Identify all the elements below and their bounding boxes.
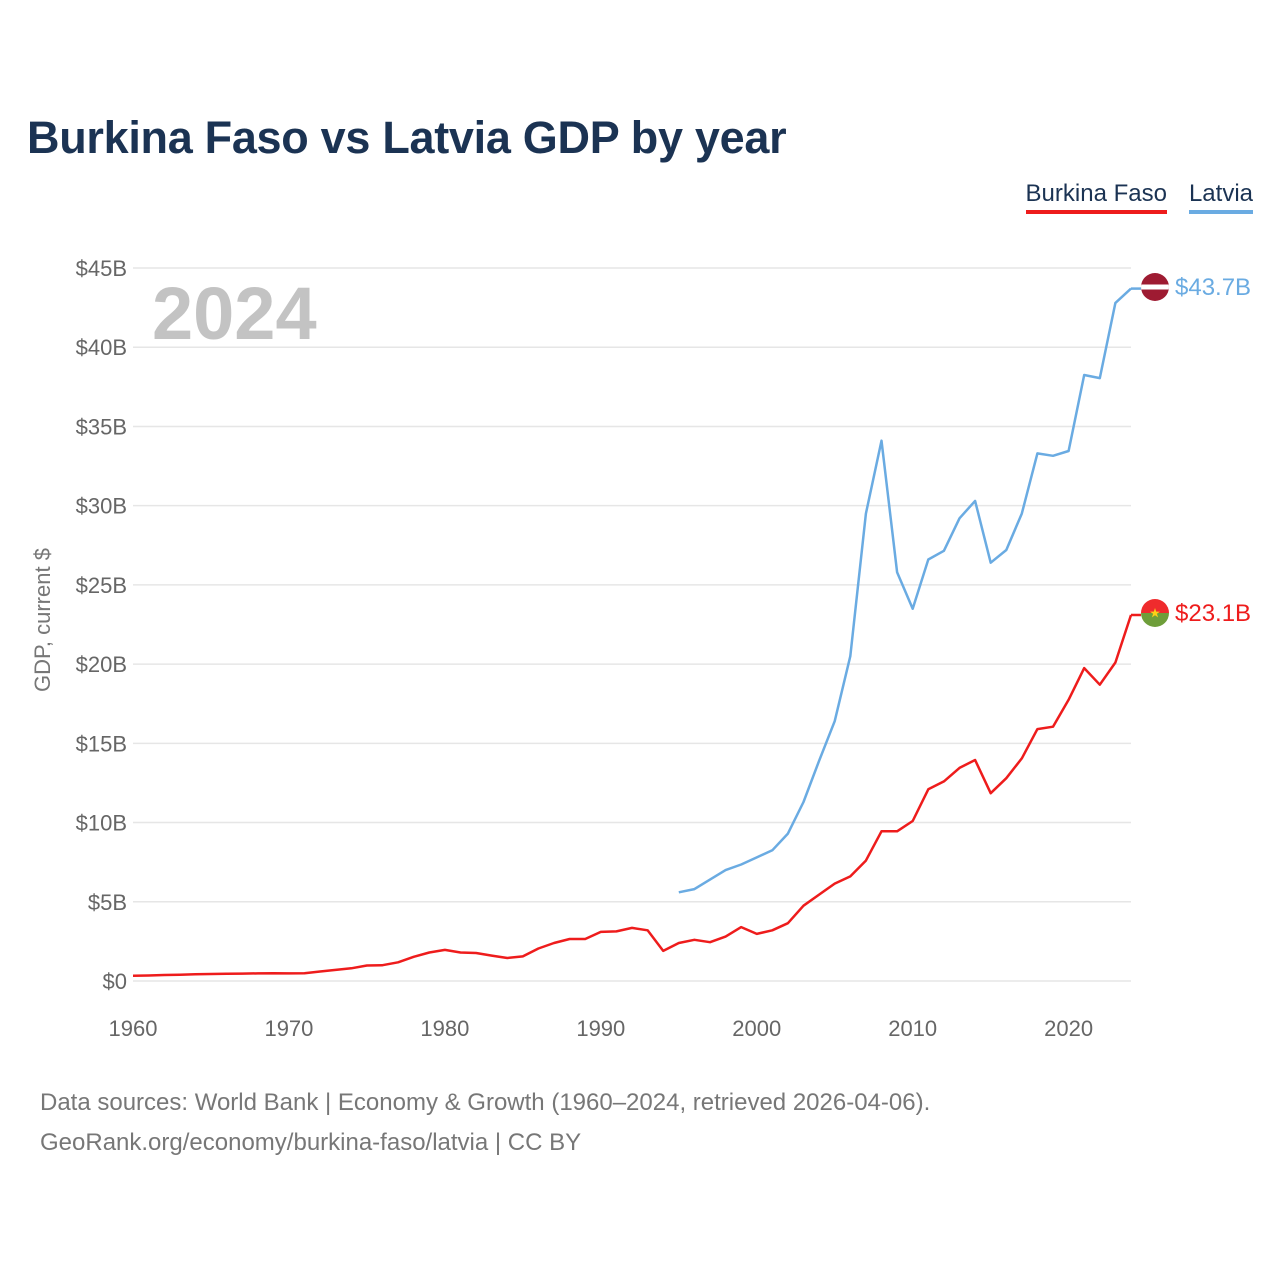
latvia-end-label: $43.7B (1175, 274, 1251, 301)
x-axis: 1960 1970 1980 1990 2000 2010 2020 (109, 1016, 1094, 1041)
y-axis: $0 $5B $10B $15B $20B $25B $30B $35B $40B $45B (76, 256, 127, 994)
y-tick-label: $0 (103, 969, 127, 994)
grid-lines (133, 267, 1131, 982)
source-line-1: Data sources: World Bank | Economy & Gro… (40, 1089, 931, 1116)
y-tick-label: $35B (76, 414, 127, 439)
x-tick-label: 1970 (264, 1016, 313, 1041)
y-tick-label: $15B (76, 731, 127, 756)
latvia-flag-icon (1141, 273, 1169, 301)
y-axis-label: GDP, current $ (30, 548, 55, 692)
x-tick-label: 1960 (109, 1016, 158, 1041)
x-tick-label: 2020 (1044, 1016, 1093, 1041)
y-tick-label: $40B (76, 335, 127, 360)
gdp-line-chart: $0 $5B $10B $15B $20B $25B $30B $35B $40B $45B 19… (30, 256, 1251, 1041)
x-tick-label: 2000 (732, 1016, 781, 1041)
series-group (132, 287, 1141, 978)
page-title: Burkina Faso vs Latvia GDP by year (27, 112, 787, 163)
x-tick-label: 2010 (888, 1016, 937, 1041)
y-tick-label: $10B (76, 811, 127, 836)
y-tick-label: $25B (76, 573, 127, 598)
legend-item-latvia[interactable]: Latvia (1188, 180, 1253, 214)
source-note: Data sources: World Bank | Economy & Gro… (40, 1083, 930, 1163)
year-label: 2024 (152, 272, 317, 355)
series-line-latvia (678, 287, 1132, 894)
y-tick-label: $5B (88, 890, 127, 915)
x-tick-label: 1980 (420, 1016, 469, 1041)
y-tick-label: $30B (76, 494, 127, 519)
series-line-burkina-faso (132, 614, 1133, 978)
source-line-2: GeoRank.org/economy/burkina-faso/latvia … (40, 1129, 582, 1156)
y-tick-label: $20B (76, 652, 127, 677)
chart-legend: Burkina Faso Latvia (1025, 180, 1253, 214)
x-tick-label: 1990 (576, 1016, 625, 1041)
burkina-faso-flag-icon (1141, 599, 1169, 627)
burkina-faso-end-label: $23.1B (1175, 600, 1251, 627)
legend-item-burkina-faso[interactable]: Burkina Faso (1025, 180, 1167, 214)
y-tick-label: $45B (76, 256, 127, 281)
